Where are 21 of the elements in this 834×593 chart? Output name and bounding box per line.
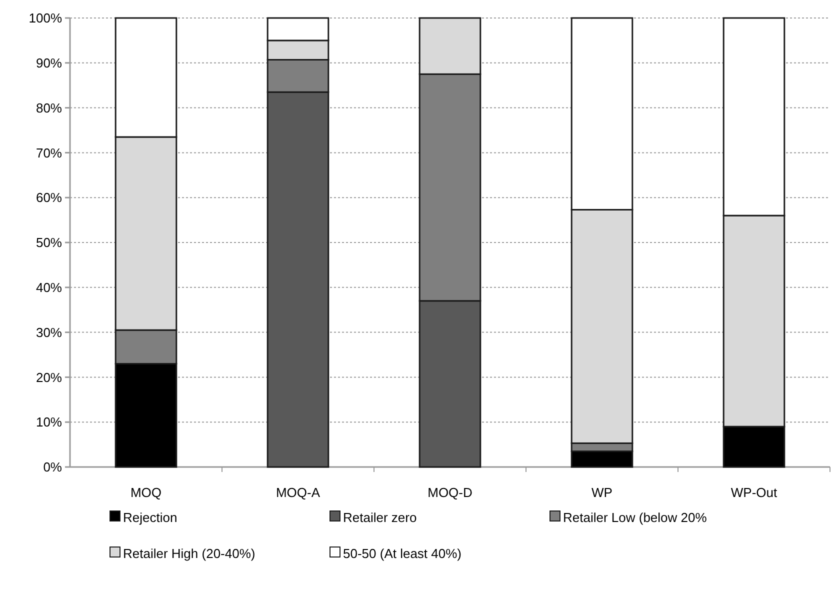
legend-label: 50-50 (At least 40%) xyxy=(343,546,462,561)
y-tick-label: 40% xyxy=(36,280,62,295)
y-tick-label: 10% xyxy=(36,414,62,430)
legend-label: Retailer zero xyxy=(343,510,417,525)
x-tick-label: MOQ-D xyxy=(428,485,472,500)
y-tick-label: 30% xyxy=(36,324,62,340)
legend-label: Retailer High (20-40%) xyxy=(123,546,256,561)
y-tick-label: 50% xyxy=(36,235,62,250)
y-tick-label: 60% xyxy=(36,190,62,206)
legend-label: Retailer Low (below 20% xyxy=(563,510,708,525)
x-tick-label: MOQ xyxy=(130,485,162,500)
y-tick-label: 90% xyxy=(36,55,62,70)
legend-label: Rejection xyxy=(123,510,178,525)
y-tick-label: 0% xyxy=(43,460,62,475)
y-tick-label: 20% xyxy=(36,370,62,385)
y-tick-label: 70% xyxy=(36,145,62,160)
y-tick-label: 100% xyxy=(28,10,62,26)
x-tick-label: MOQ-A xyxy=(276,485,320,500)
y-tick-label: 80% xyxy=(36,100,62,116)
x-tick-label: WP-Out xyxy=(730,485,778,500)
x-tick-label: WP xyxy=(592,485,612,500)
